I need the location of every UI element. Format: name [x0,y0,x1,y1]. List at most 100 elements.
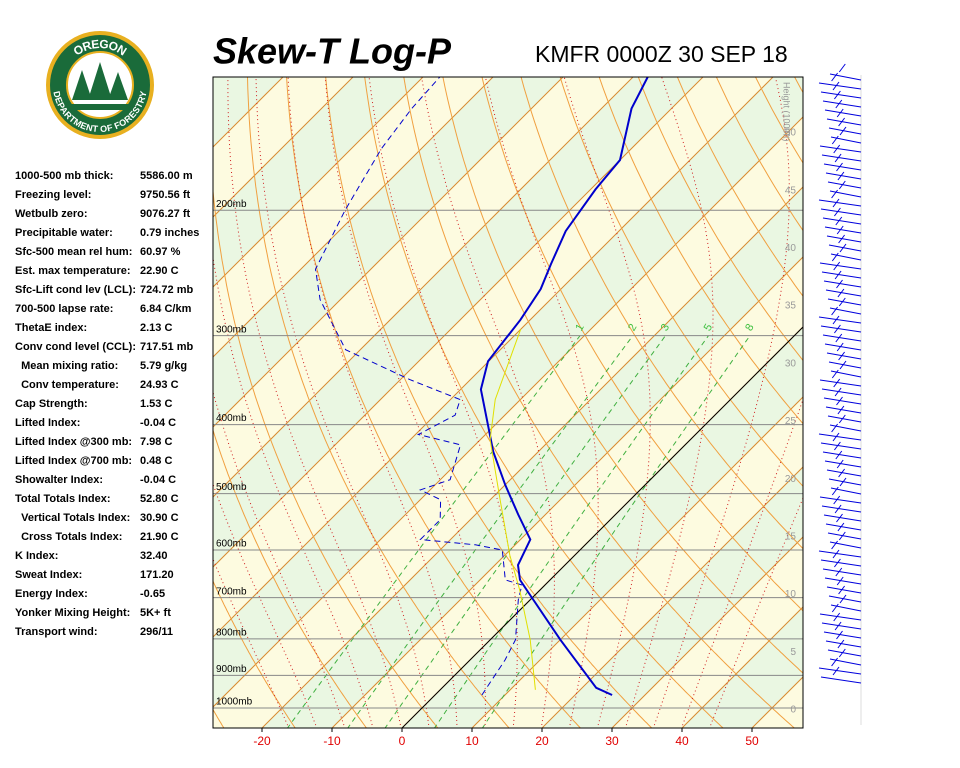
dry-adiabat [213,579,296,728]
moist-adiabat [213,482,318,728]
wind-barb-flag [831,486,839,496]
profile-line [489,329,536,690]
dry-adiabat [827,65,960,729]
wind-barb-flag [835,99,843,109]
wind-barb [828,127,862,135]
wind-barb-flag [839,594,847,604]
wind-barb [823,397,862,405]
wind-barb [828,595,862,603]
wind-barb [820,559,862,567]
logo-ground [70,104,130,110]
wind-barb [822,334,862,342]
wind-barb-flag [832,549,840,559]
wind-barb [828,361,862,369]
wind-barb [822,100,862,108]
wind-barb-flag [838,585,845,595]
wind-barb-flag [835,567,843,577]
index-value: 9076.27 ft [140,208,190,220]
wind-barb-flag [834,558,841,568]
plot-data [314,77,649,696]
isotherm [0,77,3,728]
index-label: 1000-500 mb thick: [15,170,113,182]
wind-barb [829,424,862,432]
wind-barb [830,136,862,144]
dry-adiabat [286,77,582,728]
wind-barb-flag [836,396,843,406]
index-value: 60.97 % [140,246,181,258]
wind-barb-flag [831,252,839,262]
dry-adiabat [943,65,960,729]
wind-barb-flag [834,207,841,217]
wind-barb-flag [834,90,841,100]
wind-barb [822,217,862,225]
moist-adiabat [680,398,803,728]
dry-adiabat [213,428,368,728]
wind-barb-flag [838,531,846,541]
wind-barb [825,172,862,180]
moist-adiabat [563,77,651,728]
profile-line [479,77,649,696]
wind-barb-flag [839,360,847,370]
index-label: Est. max temperature: [15,265,131,277]
isotherm [213,77,774,638]
wind-barb [823,631,862,639]
wind-barb-flag [834,153,842,163]
wind-barb [820,676,862,684]
logo: OREGON DEPARTMENT OF FORESTRY [46,31,154,139]
wind-barb-flag [834,270,842,280]
wind-barb-flag [837,639,845,649]
index-value: 0.48 C [140,455,172,467]
x-tick-label: 10 [465,734,479,748]
wind-barb [826,118,862,126]
wind-barb [826,586,862,594]
isotherm [331,256,803,728]
index-label: Cross Totals Index: [15,531,122,543]
isotherm [471,396,803,728]
plot-background [0,65,960,729]
wind-barb [824,109,862,117]
index-label: Total Totals Index: [15,493,111,505]
index-value: 5K+ ft [140,607,171,619]
wind-barb [823,280,862,288]
x-tick-label: 40 [675,734,689,748]
x-tick-label: 50 [745,734,759,748]
moist-adiabat [652,77,790,728]
wind-barb-flag [832,198,840,208]
wind-barb [829,73,862,81]
index-value: 30.90 C [140,512,179,524]
wind-barb-flag [838,297,846,307]
wind-barb-flag [838,468,845,478]
index-value: 7.98 C [140,436,172,448]
isotherm [213,77,354,218]
index-label: Lifted Index @300 mb: [15,436,132,448]
mixing-ratio-line [286,335,581,728]
wind-barb-flag [834,621,842,631]
wind-barb-flag [833,261,841,271]
wind-barb-flag [833,612,841,622]
wind-barb-flag [838,117,845,127]
wind-barb-flag [838,234,845,244]
wind-barb-flag [838,414,846,424]
wind-barb-flag [832,432,840,442]
wind-barb-flag [831,72,838,82]
mixing-ratio-label: 1 [573,322,586,333]
wind-barb-flag [835,450,843,460]
isotherm [611,536,803,728]
index-label: Transport wind: [15,626,98,638]
y-tick-label: 600mb [216,539,247,550]
index-value: 32.40 [140,550,168,562]
index-label: Conv cond level (CCL): [15,341,136,353]
isotherm-band [213,117,803,728]
wind-barb [822,568,862,576]
index-value: -0.04 C [140,474,176,486]
wind-barb [829,658,862,666]
wind-barb [820,442,862,450]
y-tick-label: 900mb [216,664,247,675]
mixing-ratio-label: 2 [626,322,639,333]
wind-barb [827,532,862,540]
wind-barb-flag [831,135,839,145]
wind-barb-flag [834,441,841,451]
wind-barb-flag [836,513,843,523]
index-value: -0.65 [140,588,165,600]
